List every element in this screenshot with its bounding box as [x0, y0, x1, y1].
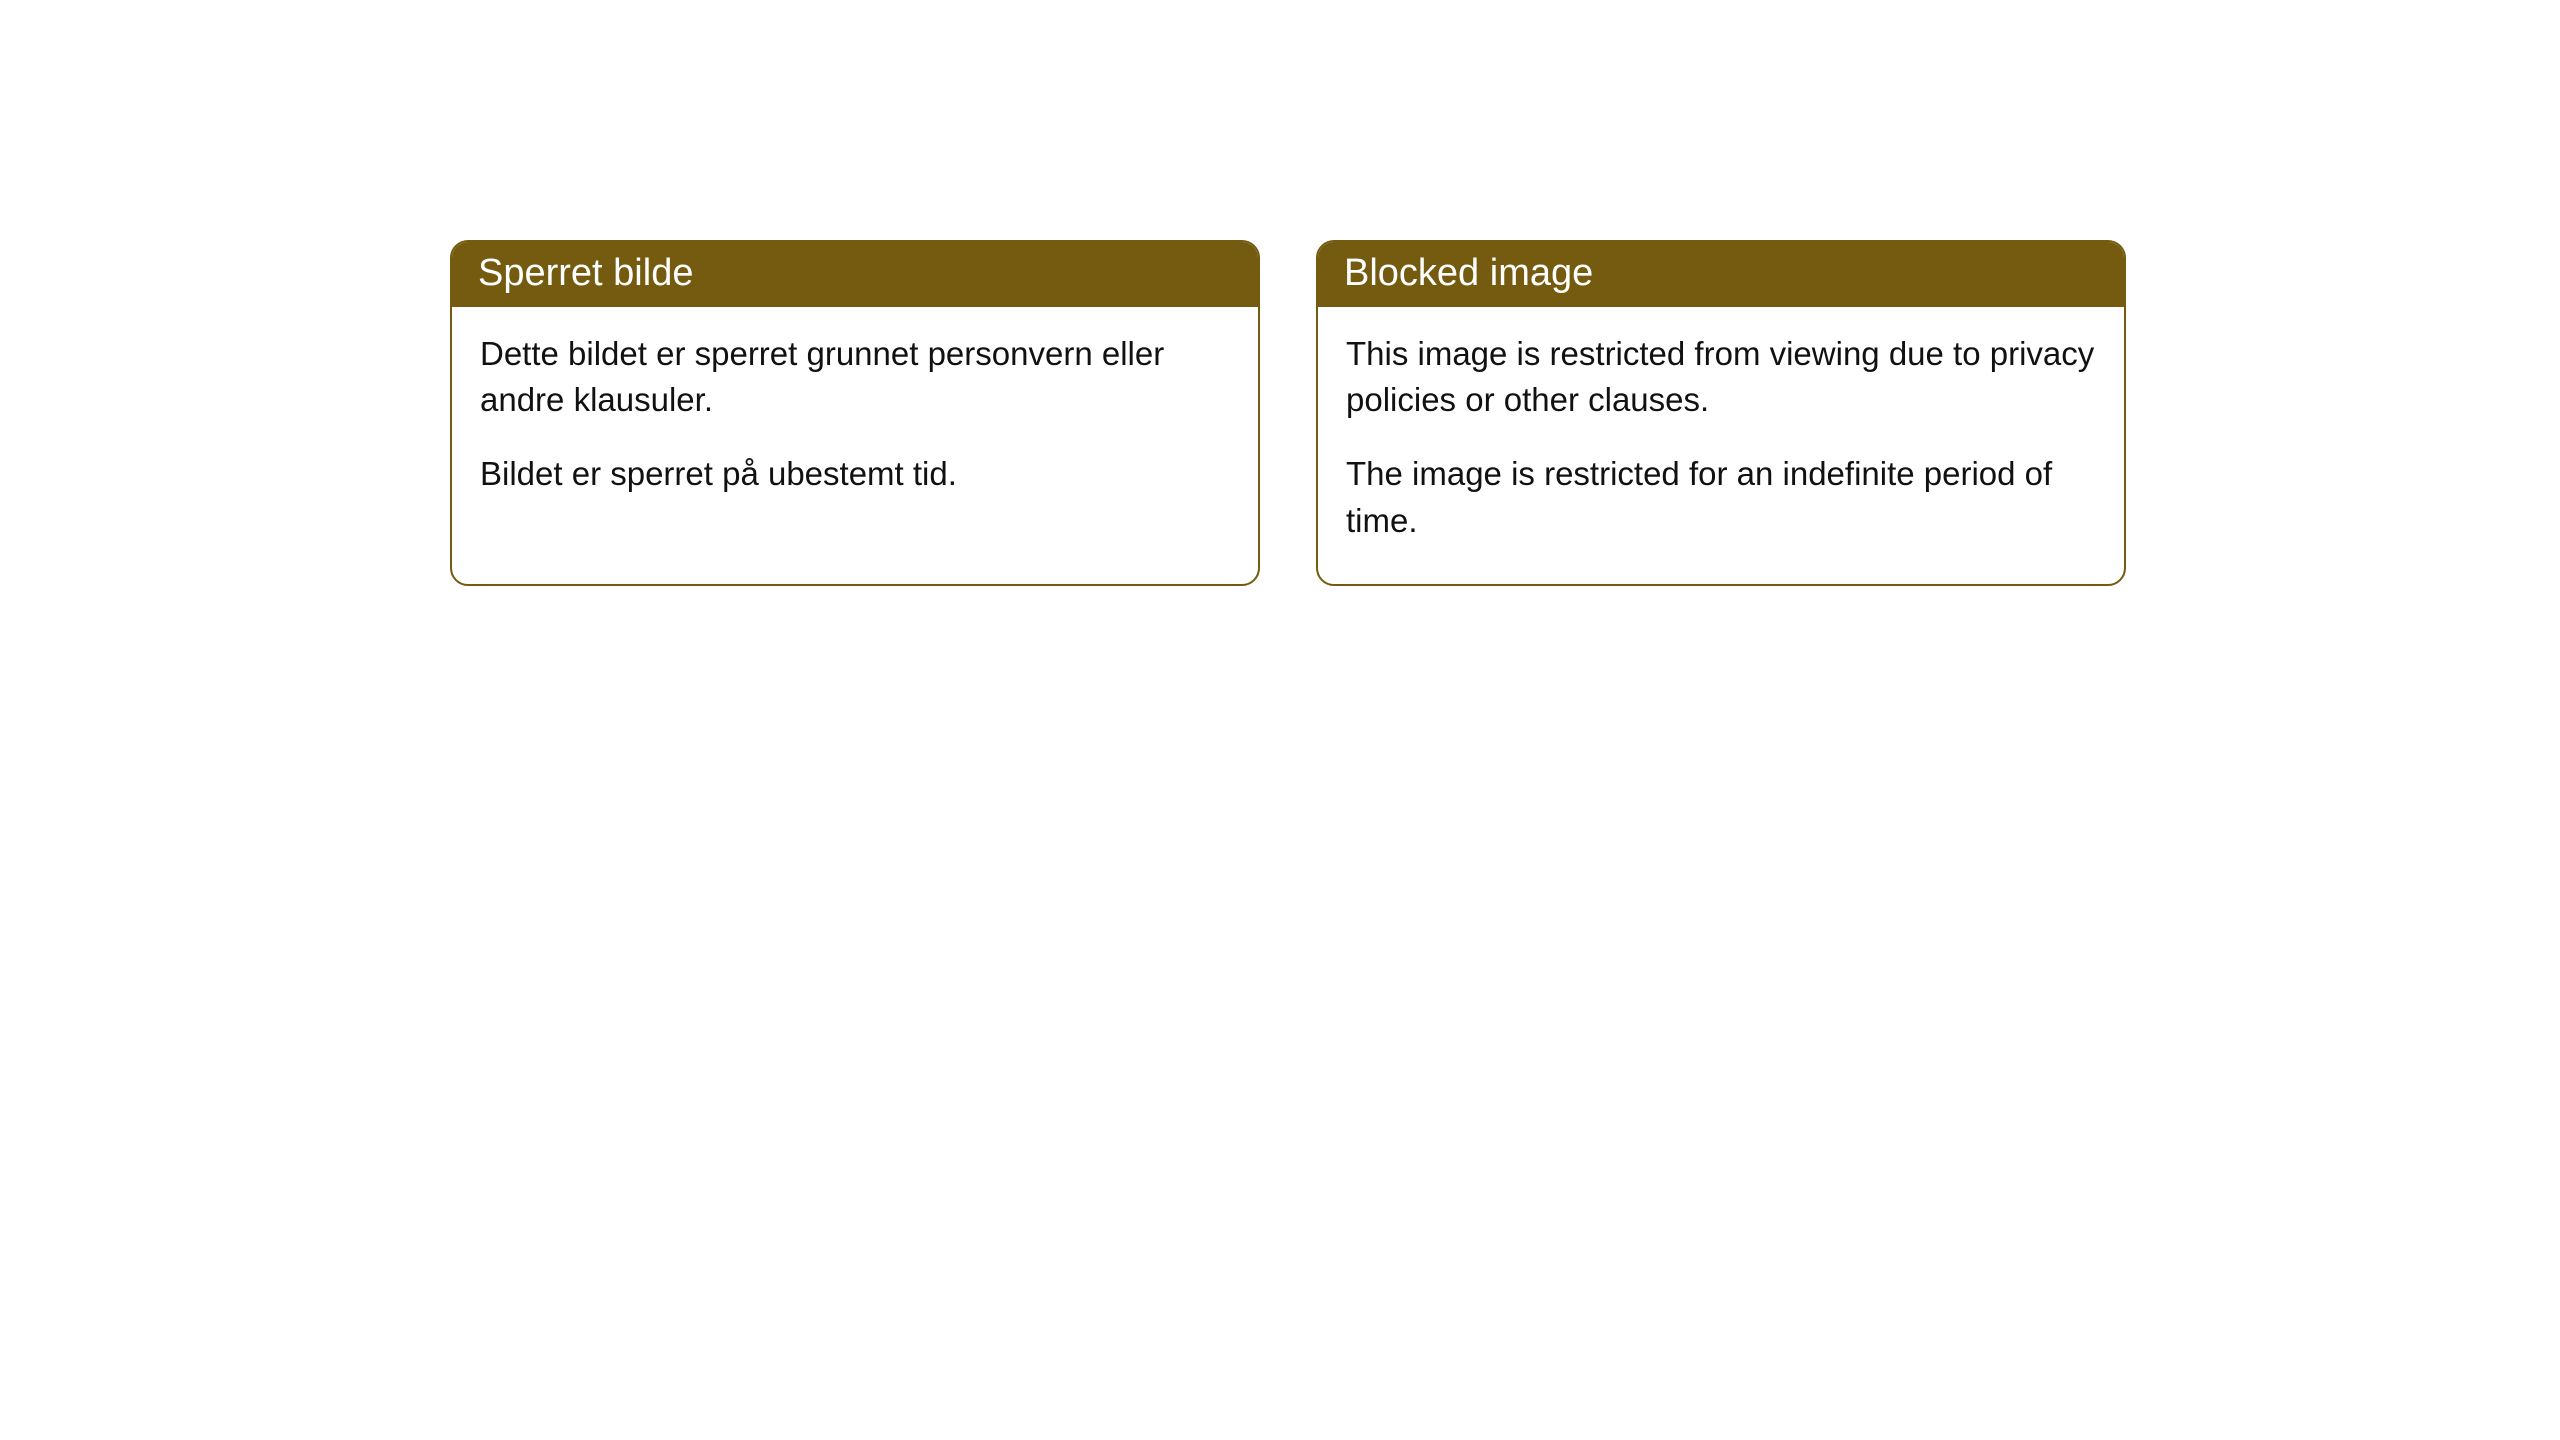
panel-body-no: Dette bildet er sperret grunnet personve…: [452, 307, 1258, 538]
panel-header-en: Blocked image: [1318, 242, 2124, 307]
panel-text-en-1: This image is restricted from viewing du…: [1346, 331, 2096, 423]
panel-text-no-1: Dette bildet er sperret grunnet personve…: [480, 331, 1230, 423]
panel-text-no-2: Bildet er sperret på ubestemt tid.: [480, 451, 1230, 497]
panels-container: Sperret bilde Dette bildet er sperret gr…: [450, 240, 2126, 586]
blocked-image-panel-no: Sperret bilde Dette bildet er sperret gr…: [450, 240, 1260, 586]
panel-body-en: This image is restricted from viewing du…: [1318, 307, 2124, 584]
blocked-image-panel-en: Blocked image This image is restricted f…: [1316, 240, 2126, 586]
panel-text-en-2: The image is restricted for an indefinit…: [1346, 451, 2096, 543]
panel-header-no: Sperret bilde: [452, 242, 1258, 307]
